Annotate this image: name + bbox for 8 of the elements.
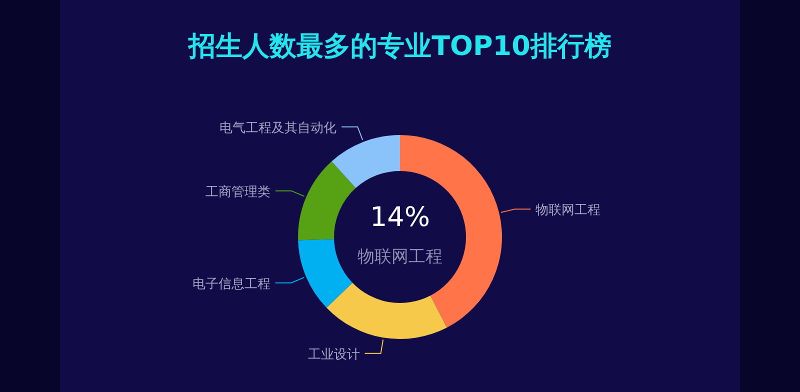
chart-title: 招生人数最多的专业TOP10排行榜 (188, 31, 612, 62)
slice-label: 物联网工程 (536, 203, 601, 218)
slice-label: 工业设计 (308, 347, 360, 362)
text: 物联网工程 (358, 247, 442, 267)
slice-label: 电气工程及其自动化 (220, 120, 337, 136)
text: 14% (370, 202, 430, 233)
slice-label: 工商管理类 (205, 184, 270, 200)
slice-label: 电子信息工程 (192, 276, 270, 292)
